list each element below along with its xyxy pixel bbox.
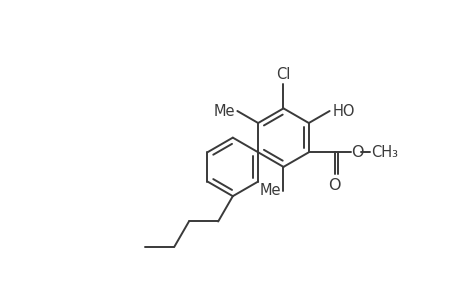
Text: O: O	[328, 178, 340, 193]
Text: Cl: Cl	[276, 67, 290, 82]
Text: O: O	[351, 145, 363, 160]
Text: HO: HO	[332, 103, 354, 118]
Text: Me: Me	[213, 103, 235, 118]
Text: CH₃: CH₃	[370, 145, 397, 160]
Text: Me: Me	[259, 183, 280, 198]
